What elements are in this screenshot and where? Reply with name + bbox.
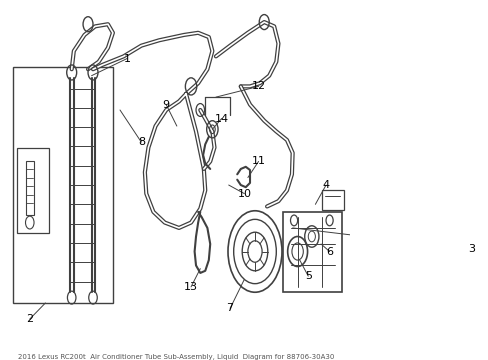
- Text: 5: 5: [304, 271, 311, 281]
- Text: 13: 13: [183, 282, 198, 292]
- Text: 3: 3: [467, 244, 474, 255]
- Text: 12: 12: [251, 81, 265, 91]
- Text: 7: 7: [226, 303, 233, 313]
- Bar: [17, 148, 49, 233]
- Text: 8: 8: [138, 137, 144, 147]
- Text: 2: 2: [26, 314, 33, 324]
- Text: 14: 14: [214, 113, 228, 123]
- Text: 6: 6: [325, 247, 332, 257]
- Bar: [25, 161, 34, 215]
- Text: 1: 1: [123, 54, 130, 63]
- Text: 2016 Lexus RC200t  Air Conditioner Tube Sub-Assembly, Liquid  Diagram for 88706-: 2016 Lexus RC200t Air Conditioner Tube S…: [18, 355, 334, 360]
- Text: 11: 11: [251, 157, 265, 166]
- Bar: [283, 212, 341, 292]
- Text: 4: 4: [322, 180, 329, 190]
- Bar: [322, 190, 343, 210]
- Text: 9: 9: [163, 100, 169, 110]
- Bar: [13, 67, 113, 303]
- Text: 10: 10: [237, 189, 251, 199]
